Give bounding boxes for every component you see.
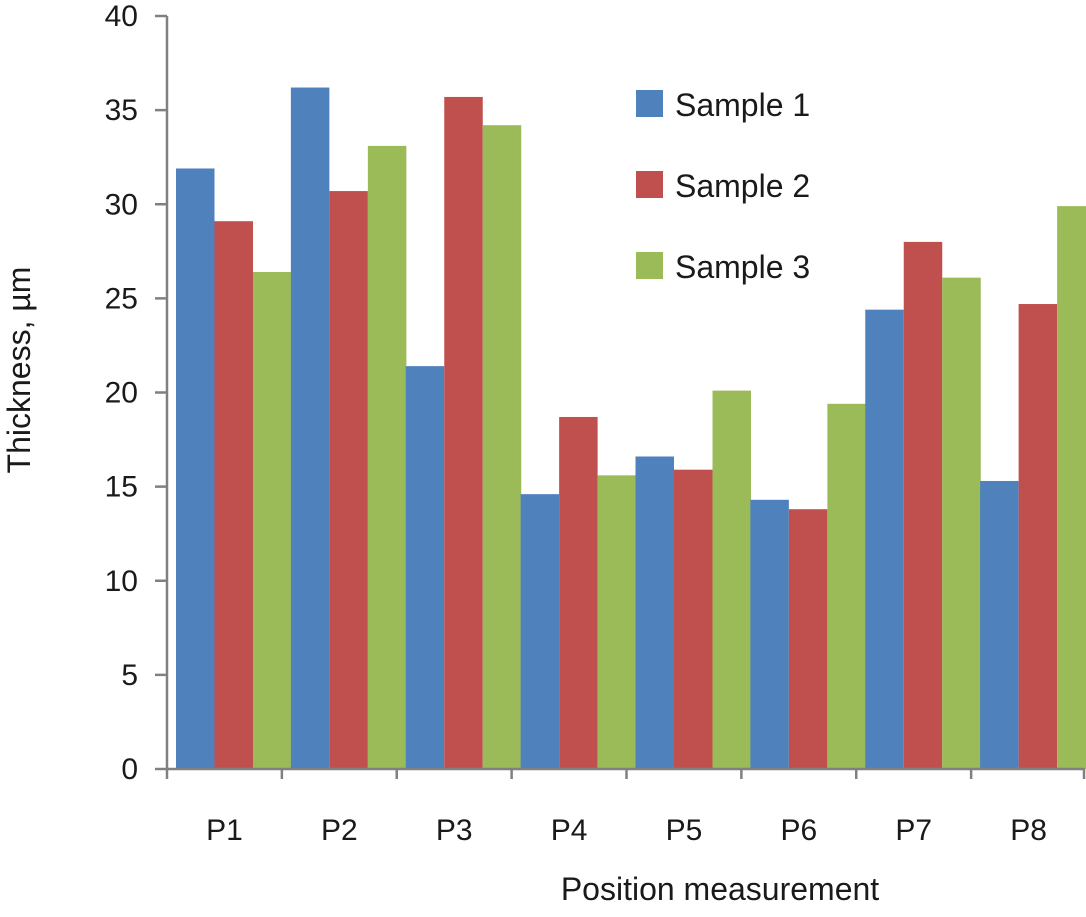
x-tick-label: P4 <box>551 814 588 847</box>
y-tick-label: 25 <box>105 282 138 315</box>
x-tick-label: P1 <box>206 814 243 847</box>
x-tick-label: P7 <box>895 814 932 847</box>
x-axis-title: Position measurement <box>561 871 879 907</box>
legend-swatch <box>636 171 663 198</box>
bar-p5-sample-3 <box>712 390 751 769</box>
bar-p8-sample-3 <box>1057 206 1086 769</box>
x-tick-label: P6 <box>780 814 817 847</box>
x-axis-ticks: P1 P2 P3 P4 P5 P6 P7 P8 <box>165 769 1086 847</box>
y-tick-label: 40 <box>105 0 138 33</box>
legend-swatch <box>636 252 663 279</box>
bar-p5-sample-1 <box>635 456 674 769</box>
legend-label: Sample 1 <box>675 87 810 123</box>
y-tick-label: 30 <box>105 188 138 221</box>
legend-label: Sample 3 <box>675 249 810 285</box>
bar-p1-sample-3 <box>253 272 292 769</box>
x-tick-label: P2 <box>321 814 358 847</box>
bar-p6-sample-2 <box>788 509 828 769</box>
legend-label: Sample 2 <box>675 168 810 204</box>
legend-swatch <box>636 90 663 117</box>
bar-p4-sample-2 <box>559 416 598 769</box>
bar-p3-sample-1 <box>405 366 445 769</box>
bar-p6-sample-3 <box>827 403 866 769</box>
y-tick-label: 20 <box>105 377 138 410</box>
y-axis-title: Thickness, µm <box>1 267 37 474</box>
legend-item-sample-1: Sample 1 <box>636 87 810 123</box>
bar-p4-sample-3 <box>597 475 637 769</box>
x-tick-label: P8 <box>1010 814 1047 847</box>
y-tick-label: 0 <box>121 753 138 786</box>
bar-p1-sample-1 <box>176 168 215 770</box>
bar-p5-sample-2 <box>674 469 713 769</box>
x-tick-label: P5 <box>666 814 703 847</box>
y-tick-label: 35 <box>105 94 138 127</box>
y-tick-label: 5 <box>121 659 138 692</box>
legend: Sample 1 Sample 2 Sample 3 <box>636 87 810 285</box>
bar-p3-sample-2 <box>444 96 483 769</box>
bar-p1-sample-2 <box>214 221 253 769</box>
bar-p7-sample-3 <box>942 277 981 769</box>
bar-p3-sample-3 <box>482 125 522 769</box>
bar-p2-sample-3 <box>367 145 407 769</box>
bar-p2-sample-1 <box>290 87 330 769</box>
bar-p8-sample-1 <box>980 480 1019 769</box>
bar-p4-sample-1 <box>520 494 560 769</box>
y-axis-ticks: 0 5 10 15 20 25 30 35 40 <box>105 0 167 786</box>
x-tick-label: P3 <box>436 814 473 847</box>
bar-p6-sample-1 <box>750 499 789 769</box>
bar-p7-sample-2 <box>903 241 943 769</box>
bar-p2-sample-2 <box>329 191 368 769</box>
bar-p8-sample-2 <box>1018 304 1058 769</box>
legend-item-sample-2: Sample 2 <box>636 168 810 204</box>
y-tick-label: 10 <box>105 565 138 598</box>
y-tick-label: 15 <box>105 471 138 504</box>
legend-item-sample-3: Sample 3 <box>636 249 810 285</box>
bars-layer <box>176 87 1086 770</box>
bar-p7-sample-1 <box>865 309 904 769</box>
